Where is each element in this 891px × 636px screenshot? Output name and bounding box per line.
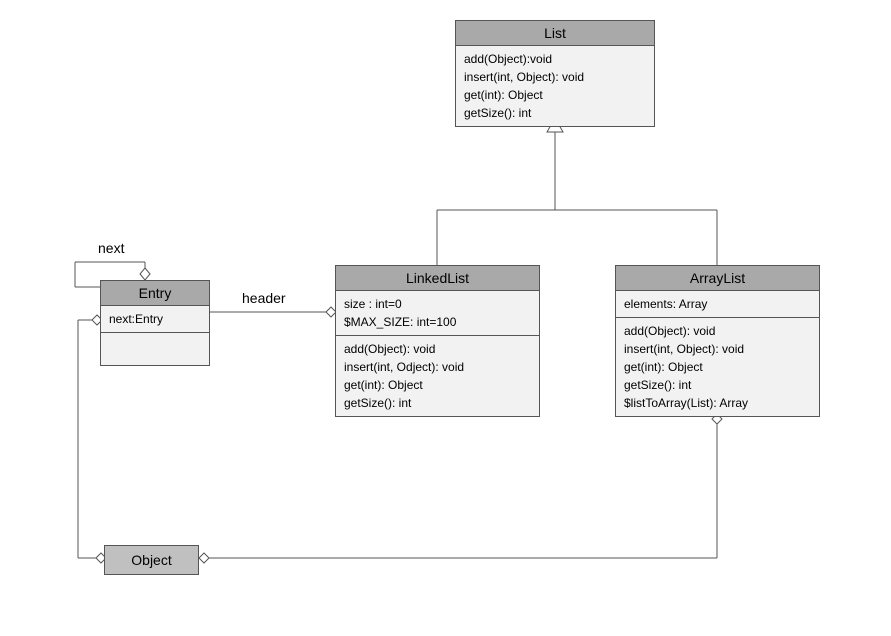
class-arraylist-title: ArrayList xyxy=(616,266,819,291)
method-row: add(Object): void xyxy=(344,340,531,358)
class-arraylist-attrs: elements: Array xyxy=(616,291,819,318)
class-entry-empty xyxy=(101,333,209,365)
label-header: header xyxy=(242,290,286,306)
attr-row: $MAX_SIZE: int=100 xyxy=(344,313,531,331)
class-arraylist-methods: add(Object): void insert(int, Object): v… xyxy=(616,318,819,416)
class-object: Object xyxy=(104,545,199,575)
class-linkedlist-title: LinkedList xyxy=(336,266,539,291)
method-row: get(int): Object xyxy=(464,86,646,104)
method-row: getSize(): int xyxy=(344,394,531,412)
class-object-title: Object xyxy=(131,552,171,568)
attr-row: elements: Array xyxy=(624,295,811,313)
class-entry-attrs: next:Entry xyxy=(101,306,209,333)
method-row: insert(int, Object): void xyxy=(624,340,811,358)
class-arraylist: ArrayList elements: Array add(Object): v… xyxy=(615,265,820,417)
attr-row: next:Entry xyxy=(109,310,201,328)
method-row: insert(int, Object): void xyxy=(464,68,646,86)
method-row: $listToArray(List): Array xyxy=(624,394,811,412)
class-entry: Entry next:Entry xyxy=(100,280,210,366)
class-list-methods: add(Object):void insert(int, Object): vo… xyxy=(456,46,654,126)
method-row: getSize(): int xyxy=(624,376,811,394)
method-row: add(Object): void xyxy=(624,322,811,340)
method-row: get(int): Object xyxy=(344,376,531,394)
class-linkedlist: LinkedList size : int=0 $MAX_SIZE: int=1… xyxy=(335,265,540,417)
class-list: List add(Object):void insert(int, Object… xyxy=(455,20,655,127)
obj-arr-diamond-left xyxy=(199,553,209,563)
class-list-title: List xyxy=(456,21,654,46)
self-next-diamond xyxy=(140,268,150,280)
class-linkedlist-attrs: size : int=0 $MAX_SIZE: int=100 xyxy=(336,291,539,336)
label-next: next xyxy=(98,240,124,256)
method-row: getSize(): int xyxy=(464,104,646,122)
class-linkedlist-methods: add(Object): void insert(int, Odject): v… xyxy=(336,336,539,416)
method-row: get(int): Object xyxy=(624,358,811,376)
attr-row: size : int=0 xyxy=(344,295,531,313)
class-entry-title: Entry xyxy=(101,281,209,306)
method-row: insert(int, Odject): void xyxy=(344,358,531,376)
method-row: add(Object):void xyxy=(464,50,646,68)
